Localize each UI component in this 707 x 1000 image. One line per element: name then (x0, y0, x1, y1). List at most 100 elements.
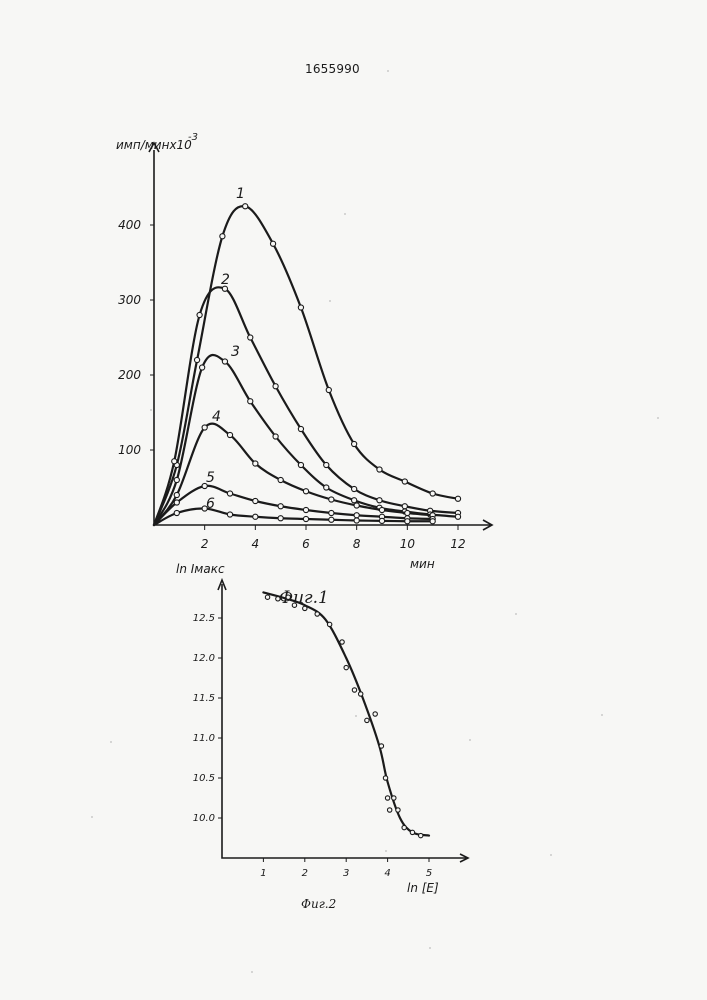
scan-speck (251, 971, 253, 973)
figure-1-data-point (430, 491, 435, 496)
figure-1-data-point (253, 498, 258, 503)
figure-1-data-point (278, 516, 283, 521)
figure-1-data-point (278, 477, 283, 482)
figure-2-data-point (292, 603, 296, 607)
figure-1-series-1: 1 (154, 186, 461, 525)
figure-2-caption: Фиг.2 (301, 897, 336, 911)
figure-2-data-point (419, 833, 423, 837)
figure-1-series-label: 2 (221, 272, 230, 288)
figure-1-x-tick-label: 4 (252, 537, 260, 551)
figure-2-data-point (315, 612, 319, 616)
figure-2-y-tick-label: 10.5 (193, 773, 215, 784)
figure-1-data-point (220, 234, 225, 239)
figure-1-data-point (248, 399, 253, 404)
scan-speck (429, 947, 431, 949)
scan-speck (469, 739, 471, 741)
figure-2-x-tick-label: 2 (302, 868, 308, 879)
figure-1-x-tick-label: 8 (353, 537, 361, 551)
figure-1-chart: 10020030040024681012имп/минх10-3мин12345… (116, 132, 492, 608)
figure-1-data-point (324, 462, 329, 467)
figure-2-data-point (344, 665, 348, 669)
figure-2-data-point (379, 744, 383, 748)
figure-2-y-axis-title: ln Iмакс (176, 562, 225, 576)
figure-2-series (263, 592, 429, 837)
figure-1-data-point (174, 477, 179, 482)
figure-1-data-point (172, 459, 177, 464)
scan-speck (385, 850, 387, 852)
figure-1-data-point (243, 204, 248, 209)
figure-1-data-point (405, 519, 410, 524)
figure-1-x-tick-label: 6 (302, 537, 310, 551)
figure-1-data-point (200, 365, 205, 370)
figure-1-y-axis-title: имп/минх10 (116, 138, 192, 152)
figure-2-data-point (392, 796, 396, 800)
figure-2-x-axis-title: ln [E] (407, 881, 439, 895)
figure-1-data-point (379, 518, 384, 523)
figure-2-data-point (410, 830, 414, 834)
figure-2-data-point (327, 622, 331, 626)
figure-1-data-point (278, 504, 283, 509)
figure-1-y-tick-label: 400 (118, 218, 141, 232)
figure-1-data-point (329, 497, 334, 502)
figure-1-data-point (377, 498, 382, 503)
figure-1-data-point (354, 503, 359, 508)
figure-2-data-point (303, 606, 307, 610)
scan-speck (601, 714, 603, 716)
figure-1-data-point (227, 491, 232, 496)
figure-1-x-tick-label: 2 (201, 537, 209, 551)
figure-2-y-tick-label: 10.0 (193, 813, 215, 824)
figure-1-series-label: 5 (206, 470, 215, 486)
figure-1-axes (154, 150, 492, 525)
scan-speck (387, 70, 389, 72)
scan-speck (344, 213, 346, 215)
figure-1-data-point (455, 496, 460, 501)
figure-1-data-point (273, 384, 278, 389)
figure-2-data-point (402, 825, 406, 829)
figure-1-y-tick-label: 200 (118, 368, 141, 382)
figure-1-data-point (329, 510, 334, 515)
figure-2-x-tick-label: 3 (343, 868, 349, 879)
figure-2-data-point (265, 595, 269, 599)
figure-1-data-point (197, 312, 202, 317)
figure-2-data-point (286, 595, 290, 599)
figure-1-data-point (227, 512, 232, 517)
figure-1-data-point (352, 441, 357, 446)
figure-1-series-line (154, 206, 458, 525)
figure-2-data-point (385, 796, 389, 800)
figure-1-series-5: 5 (154, 470, 435, 525)
figure-2-data-point (358, 692, 362, 696)
figure-1-data-point (273, 434, 278, 439)
figure-1-data-point (253, 514, 258, 519)
figure-2-data-point (365, 718, 369, 722)
scan-speck (110, 741, 112, 743)
figure-2-y-tick-label: 12.5 (193, 613, 215, 624)
figure-1-data-point (227, 432, 232, 437)
scan-speck (355, 715, 357, 717)
figure-2-x-tick-label: 5 (426, 868, 432, 879)
figure-1-data-point (354, 518, 359, 523)
figure-1-data-point (298, 426, 303, 431)
figure-1-data-point (248, 335, 253, 340)
figure-1-data-point (303, 507, 308, 512)
figure-1-x-tick-label: 12 (450, 537, 465, 551)
scan-speck (515, 613, 517, 615)
figure-2-axes (222, 584, 468, 858)
figure-1-series-label: 1 (236, 186, 245, 202)
figure-1-data-point (430, 519, 435, 524)
scan-speck (329, 300, 331, 302)
figure-1-series-line (154, 355, 458, 525)
figure-1-data-point (329, 517, 334, 522)
figure-1-data-point (352, 498, 357, 503)
figure-2-data-point (276, 597, 280, 601)
figure-1-data-point (298, 462, 303, 467)
figure-2-data-point (340, 640, 344, 644)
figure-1-y-axis-exponent: -3 (188, 132, 198, 143)
figure-1-series-label: 4 (212, 409, 221, 425)
figure-2-y-tick-label: 11.5 (193, 693, 215, 704)
scan-speck (91, 816, 93, 818)
scan-speck (657, 417, 659, 419)
figure-2-data-point (373, 712, 377, 716)
figure-2-data-point (396, 808, 400, 812)
figure-2-data-point (352, 688, 356, 692)
